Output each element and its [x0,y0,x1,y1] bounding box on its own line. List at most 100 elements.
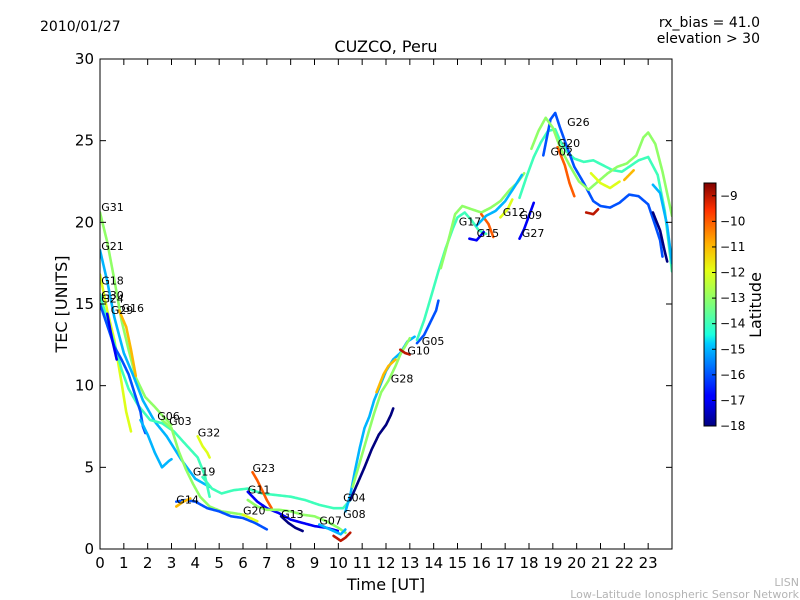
satellite-track-5 [105,312,118,361]
x-tick-label-19: 19 [543,554,562,572]
y-tick-label-25: 25 [75,132,94,150]
date-label: 2010/01/27 [40,19,121,35]
x-tick-label-20: 20 [567,554,586,572]
satellite-label-g02: G02 [551,145,574,158]
x-tick-label-16: 16 [472,554,491,572]
satellite-label-g23: G23 [253,462,276,475]
satellite-track-26 [415,211,488,342]
y-tick-label-5: 5 [84,458,94,476]
satellite-label-g21: G21 [101,240,124,253]
y-tick-label-10: 10 [75,377,94,395]
colorbar-tick-label-7: −16 [720,368,745,382]
x-tick-label-2: 2 [143,554,153,572]
colorbar [703,182,717,427]
satellite-track-39 [651,211,669,263]
satellite-label-g07: G07 [319,515,342,528]
satellite-label-g26: G26 [567,116,590,129]
x-tick-label-9: 9 [310,554,320,572]
x-tick-label-1: 1 [119,554,129,572]
satellite-track-8 [160,418,245,517]
satellite-track-11 [175,497,192,508]
satellite-label-g32: G32 [198,426,221,439]
satellite-track-40 [622,168,636,182]
plot-frame [99,58,673,550]
x-tick-label-12: 12 [376,554,395,572]
x-tick-label-3: 3 [167,554,177,572]
colorbar-tick-label-2: −11 [720,240,745,254]
satellite-track-28 [468,230,486,242]
satellite-track-12 [201,475,352,510]
colorbar-ticks: −9 −10 −11 −12 −13 −14 −15 −16 −17 −18 [712,189,745,433]
satellite-track-13 [251,470,273,510]
colorbar-tick-label-8: −17 [720,393,745,407]
colorbar-label: Latitude [746,272,765,338]
x-tick-label-15: 15 [448,554,467,572]
tec-tracks [100,111,672,543]
x-axis-label: Time [UT] [346,575,425,594]
y-axis-label: TEC [UNITS] [52,256,71,354]
satellite-track-30 [475,173,524,227]
satellite-track-0 [100,211,173,427]
satellite-label-g31: G31 [101,201,124,214]
satellite-track-25 [415,299,440,345]
x-tick-label-13: 13 [400,554,419,572]
x-tick-label-18: 18 [519,554,538,572]
x-tick-label-0: 0 [95,554,105,572]
satellite-track-27 [439,172,526,270]
y-tick-label-20: 20 [75,213,94,231]
satellite-track-35 [530,116,672,218]
y-tick-label-15: 15 [75,295,94,313]
satellite-track-34 [541,111,664,258]
rx-bias-label: rx_bias = 41.0 [659,15,760,31]
x-tick-label-23: 23 [639,554,658,572]
colorbar-tick-label-5: −14 [720,317,745,331]
satellite-label-g16: G16 [122,302,145,315]
satellite-label-g20: G20 [558,137,581,150]
satellite-track-17 [279,514,304,533]
satellite-track-33 [518,127,672,273]
colorbar-tick-label-9: −18 [720,419,745,433]
satellite-track-36 [556,145,576,198]
satellite-track-9 [196,434,211,459]
satellite-track-38 [584,208,600,216]
x-tick-label-10: 10 [329,554,348,572]
satellite-label-g14: G14 [176,493,199,506]
satellite-track-6 [117,309,138,378]
satellite-label-g20: G20 [243,505,266,518]
colorbar-tick-label-0: −9 [720,189,738,203]
satellite-label-g18: G18 [101,274,124,287]
satellite-label-g11: G11 [248,484,271,497]
satellite-track-37 [589,172,621,190]
satellite-label-g24: G24 [101,292,124,305]
satellite-label-g30: G30 [101,289,124,302]
colorbar-tick-label-6: −15 [720,342,745,356]
footer-lisn: LISN [774,576,799,589]
satellite-label-g04: G04 [343,492,366,505]
satellite-label-g28: G28 [391,372,414,385]
satellite-track-23 [375,358,397,394]
x-tick-label-4: 4 [191,554,201,572]
satellite-track-16 [241,513,259,523]
satellite-label-g13: G13 [281,508,304,521]
x-tick-label-14: 14 [424,554,443,572]
satellite-label-g08: G08 [343,508,366,521]
satellite-label-g06: G06 [157,410,180,423]
elevation-label: elevation > 30 [657,31,760,47]
x-tick-label-8: 8 [286,554,296,572]
satellite-label-g05: G05 [422,335,445,348]
satellite-track-21 [348,407,395,502]
colorbar-tick-label-3: −12 [720,266,745,280]
satellite-label-g12: G12 [503,206,526,219]
y-tick-label-0: 0 [84,540,94,558]
satellite-track-19 [332,531,352,543]
x-tick-label-17: 17 [496,554,515,572]
satellite-track-15 [246,498,347,535]
satellite-track-32 [518,201,536,240]
y-tick-label-30: 30 [75,50,94,68]
x-tick-label-7: 7 [262,554,272,572]
satellite-label-g27: G27 [522,227,545,240]
satellite-track-18 [317,523,347,536]
satellite-label-g03: G03 [169,415,192,428]
satellite-track-7 [139,418,173,469]
